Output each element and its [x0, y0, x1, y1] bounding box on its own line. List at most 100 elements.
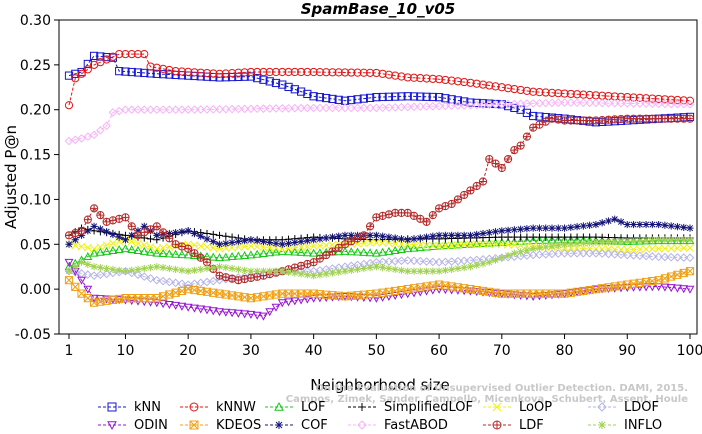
data-point-knnw — [478, 80, 488, 89]
data-point-cof — [272, 239, 280, 247]
data-point-lof — [190, 250, 199, 259]
legend-marker — [274, 401, 284, 411]
data-point-loop — [322, 241, 331, 250]
data-point-fastabod — [403, 102, 413, 112]
data-point-knn — [246, 72, 256, 81]
data-point-ldf — [221, 273, 230, 282]
data-point-cof — [554, 224, 562, 232]
data-point-lof — [346, 247, 356, 256]
data-point-lof — [164, 249, 174, 258]
data-point-inflo — [297, 270, 305, 278]
data-point-loop — [83, 243, 92, 252]
data-point-lof — [390, 245, 400, 254]
legend-marker — [492, 420, 502, 430]
data-point-lof — [171, 249, 181, 258]
data-point-loop — [102, 241, 111, 250]
data-point-knn — [89, 51, 99, 60]
data-point-cof — [215, 240, 224, 248]
data-point-odin — [384, 292, 394, 301]
data-point-knnw — [215, 69, 224, 78]
data-point-fastabod — [277, 104, 287, 113]
data-point-odin — [190, 304, 199, 313]
data-point-ldf — [447, 199, 456, 209]
data-point-fastabod — [127, 105, 137, 115]
data-point-fastabod — [384, 103, 394, 112]
data-point-knn — [309, 92, 318, 101]
data-point-knn — [428, 92, 437, 102]
data-point-ldof — [83, 270, 93, 279]
data-point-loop — [686, 243, 694, 252]
data-point-cof — [115, 233, 123, 241]
data-point-ldof — [133, 270, 143, 280]
data-point-cof — [347, 231, 355, 239]
x-tick-label: 1 — [65, 343, 74, 359]
data-point-cof — [517, 225, 525, 233]
data-point-knnw — [64, 101, 74, 110]
data-point-loop — [504, 240, 513, 249]
data-point-inflo — [190, 266, 199, 274]
legend-label: ODIN — [134, 418, 168, 433]
data-point-knn — [165, 70, 174, 79]
data-point-odin — [233, 309, 243, 318]
data-point-cof — [379, 232, 387, 240]
data-point-fastabod — [102, 121, 111, 131]
data-point-knnw — [196, 68, 205, 77]
data-point-knn — [253, 74, 262, 83]
data-point-ldf — [472, 181, 481, 191]
data-point-inflo — [604, 238, 613, 246]
data-point-inflo — [222, 264, 230, 272]
data-point-fastabod — [202, 105, 212, 114]
data-point-inflo — [673, 236, 682, 244]
data-point-inflo — [623, 237, 631, 246]
data-point-lof — [108, 245, 118, 254]
data-point-loop — [359, 239, 368, 248]
data-point-odin — [183, 303, 193, 312]
data-point-ldf — [96, 211, 105, 220]
data-point-loop — [422, 241, 431, 250]
legend-marker — [358, 403, 366, 411]
data-point-ldf — [372, 213, 381, 222]
data-point-fastabod — [579, 98, 588, 108]
data-point-knn — [290, 85, 299, 94]
data-point-knnw — [246, 67, 256, 77]
data-point-knnw — [127, 49, 136, 59]
data-point-knnw — [296, 67, 306, 77]
legend-label: INFLO — [624, 418, 662, 433]
data-point-knnw — [221, 69, 230, 78]
data-point-cof — [234, 237, 242, 246]
data-point-fastabod — [183, 105, 193, 115]
data-point-knnw — [240, 68, 249, 77]
data-point-fastabod — [96, 126, 105, 135]
data-point-knnw — [340, 68, 350, 77]
data-point-inflo — [548, 242, 556, 250]
data-point-loop — [108, 239, 117, 248]
data-point-cof — [228, 238, 236, 247]
data-point-loop — [604, 245, 613, 254]
legend-label: kNNW — [216, 400, 256, 415]
data-point-knnw — [353, 68, 362, 77]
data-point-fastabod — [547, 98, 557, 108]
data-point-ldof — [434, 257, 444, 267]
data-point-lof — [271, 247, 281, 256]
data-point-ldf — [384, 210, 394, 219]
data-point-cof — [604, 217, 613, 225]
data-point-inflo — [272, 267, 280, 275]
data-point-fastabod — [246, 104, 256, 114]
data-point-ldof — [666, 252, 676, 262]
data-point-ldf — [152, 222, 161, 231]
data-point-knnw — [629, 93, 638, 102]
data-point-odin — [679, 285, 689, 294]
data-point-inflo — [234, 265, 242, 274]
data-point-cof — [473, 230, 481, 239]
data-point-kdeos — [64, 276, 74, 285]
data-point-knnw — [152, 63, 161, 72]
data-point-cof — [636, 220, 644, 229]
data-point-simplifiedlof — [548, 233, 556, 241]
data-point-fastabod — [321, 103, 331, 113]
data-point-cof — [103, 228, 111, 236]
data-point-fastabod — [196, 105, 206, 114]
data-point-cof — [385, 233, 393, 241]
data-point-knnw — [673, 95, 682, 105]
data-point-cof — [416, 234, 424, 242]
data-point-inflo — [322, 270, 330, 278]
